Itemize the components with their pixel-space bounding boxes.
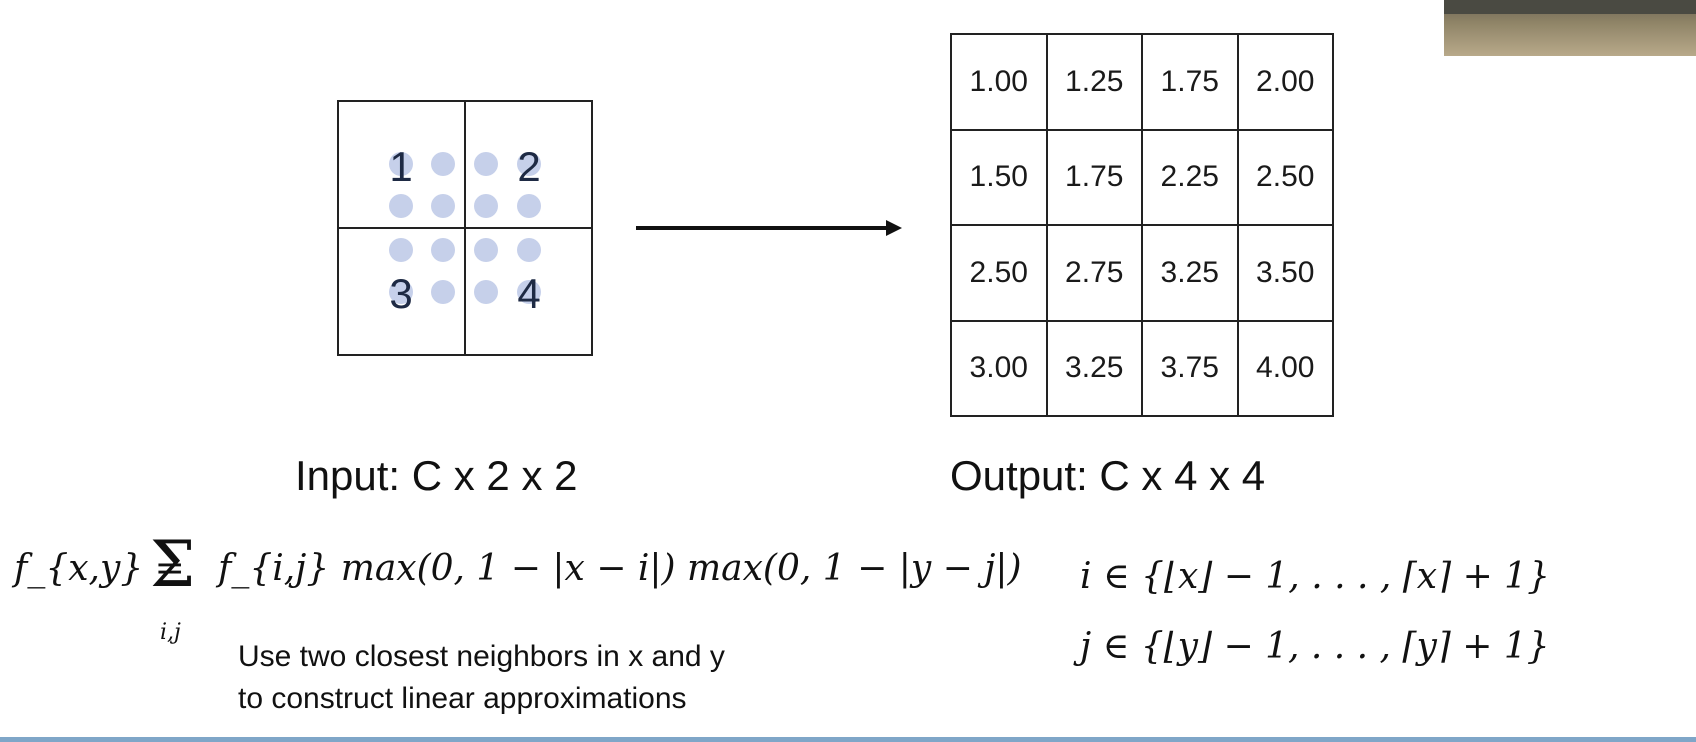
formula-rhs: f_{i,j} max(0, 1 − |x − i|) max(0, 1 − |… — [218, 548, 1022, 589]
note-line-1: Use two closest neighbors in x and y — [238, 640, 725, 673]
output-cell: 2.00 — [1237, 34, 1333, 130]
sample-dot — [431, 194, 455, 218]
input-value-4: 4 — [517, 270, 541, 317]
sample-dot — [517, 238, 541, 262]
bottom-border — [0, 737, 1696, 742]
explanation-note: Use two closest neighbors in x and y to … — [238, 636, 725, 720]
sample-dot — [474, 194, 498, 218]
input-cell — [465, 228, 592, 355]
arrow-right-icon — [636, 220, 902, 236]
input-value-1: 1 — [389, 143, 413, 190]
input-value-3: 3 — [389, 270, 413, 317]
output-cell: 3.50 — [1237, 225, 1333, 321]
output-cell: 3.25 — [1046, 320, 1142, 416]
output-cell: 2.75 — [1046, 225, 1142, 321]
sample-dot — [431, 238, 455, 262]
sum-index: i,j — [160, 620, 181, 645]
output-cell: 1.50 — [951, 129, 1047, 225]
sample-dot — [474, 238, 498, 262]
input-cell — [465, 101, 592, 228]
range-i: i ∈ {⌊x⌋ − 1, . . . , ⌈x⌉ + 1} — [1080, 556, 1550, 597]
output-cell: 2.50 — [1237, 129, 1333, 225]
sample-dot — [431, 280, 455, 304]
sample-dot — [389, 238, 413, 262]
input-cell — [338, 101, 465, 228]
input-grid — [337, 100, 593, 356]
output-cell: 2.50 — [951, 225, 1047, 321]
note-line-2: to construct linear approximations — [238, 682, 687, 715]
input-value-2: 2 — [517, 143, 541, 190]
output-grid: 1.00 1.25 1.75 2.00 1.50 1.75 2.25 2.50 2.50 2.75… — [950, 33, 1334, 417]
sigma-symbol: Σ — [150, 528, 196, 602]
output-cell: 2.25 — [1142, 129, 1238, 225]
output-cell: 3.75 — [1142, 320, 1238, 416]
output-cell: 3.25 — [1142, 225, 1238, 321]
input-caption: Input: C x 2 x 2 — [295, 452, 578, 499]
sample-dot — [389, 280, 413, 304]
output-cell: 1.75 — [1046, 129, 1142, 225]
input-cell — [338, 228, 465, 355]
output-caption: Output: C x 4 x 4 — [950, 452, 1266, 499]
sample-dot — [474, 280, 498, 304]
sample-dot — [389, 152, 413, 176]
formula-lhs: f_{x,y} = — [14, 548, 185, 589]
output-cell: 1.00 — [951, 34, 1047, 130]
output-cell: 4.00 — [1237, 320, 1333, 416]
sample-dot — [431, 152, 455, 176]
output-cell: 1.25 — [1046, 34, 1142, 130]
sample-dot — [389, 194, 413, 218]
range-j: j ∈ {⌊y⌋ − 1, . . . , ⌈y⌉ + 1} — [1080, 626, 1550, 667]
sample-dot — [517, 152, 541, 176]
sample-dot — [517, 280, 541, 304]
sample-dot — [474, 152, 498, 176]
output-cell: 3.00 — [951, 320, 1047, 416]
webcam-thumbnail-strip — [1444, 0, 1696, 14]
sample-dot — [517, 194, 541, 218]
output-cell: 1.75 — [1142, 34, 1238, 130]
